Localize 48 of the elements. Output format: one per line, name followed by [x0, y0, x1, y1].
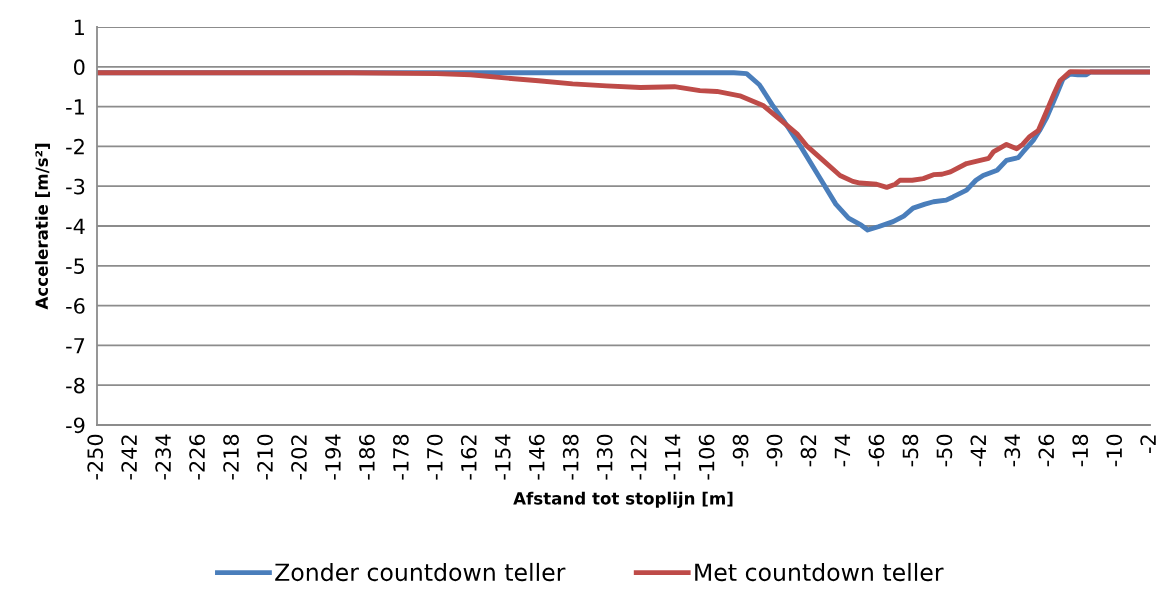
x-tick-label: -2: [1140, 435, 1156, 454]
x-tick-label: -226: [189, 434, 205, 480]
y-tick-label: -6: [66, 298, 85, 314]
x-tick-label: -66: [868, 434, 885, 467]
legend-label: Zonder countdown teller: [275, 562, 566, 582]
line-series: [97, 69, 1150, 190]
y-tick-label: -5: [66, 258, 85, 275]
x-tick-label: -250: [87, 434, 104, 480]
x-tick-label: -82: [800, 435, 817, 467]
y-tick-label: -2: [66, 138, 84, 155]
x-tick-label: -146: [528, 434, 545, 480]
y-tick-label: -1: [66, 99, 84, 115]
x-tick-label: -202: [291, 435, 307, 480]
y-tick-label: -9: [66, 417, 85, 434]
x-tick-label: -10: [1106, 434, 1123, 467]
y-tick-label: -7: [66, 338, 85, 354]
x-tick-label: -18: [1072, 434, 1089, 467]
y-tick-label: -4: [66, 218, 85, 234]
x-tick-label: -178: [393, 434, 409, 480]
x-tick-label: -210: [257, 434, 273, 480]
x-tick-label: -218: [223, 434, 239, 480]
x-tick-label: -194: [325, 434, 341, 480]
x-tick-label: -90: [766, 434, 783, 467]
x-tick-label: -106: [698, 434, 715, 480]
x-tick-label: -154: [495, 434, 511, 480]
legend-label: Met countdown teller: [695, 562, 944, 582]
x-tick-label: -130: [596, 434, 613, 480]
y-axis-title: Acceleratie [m/s²]: [35, 143, 50, 310]
x-tick-label: -50: [936, 434, 953, 467]
y-tick-label: -8: [66, 377, 85, 394]
x-tick-label: -186: [359, 434, 375, 480]
y-tick-label: -3: [66, 178, 85, 195]
x-axis-title: Afstand tot stoplijn [m]: [513, 491, 733, 508]
x-tick-label: -242: [121, 435, 137, 480]
x-tick-label: -170: [426, 434, 443, 480]
x-tick-label: -98: [732, 434, 749, 467]
x-tick-label: -162: [460, 435, 477, 480]
y-tick-label: 0: [74, 59, 85, 76]
x-tick-label: -114: [665, 434, 681, 480]
x-tick-label: -42: [970, 435, 986, 467]
x-tick-label: -74: [834, 434, 851, 467]
x-tick-label: -138: [562, 434, 579, 480]
x-tick-label: -234: [155, 434, 171, 480]
x-tick-label: -58: [902, 434, 919, 467]
x-tick-label: -34: [1004, 434, 1021, 467]
x-tick-label: -26: [1038, 434, 1055, 467]
y-tick-label: 1: [74, 19, 84, 35]
x-tick-label: -122: [630, 435, 647, 480]
